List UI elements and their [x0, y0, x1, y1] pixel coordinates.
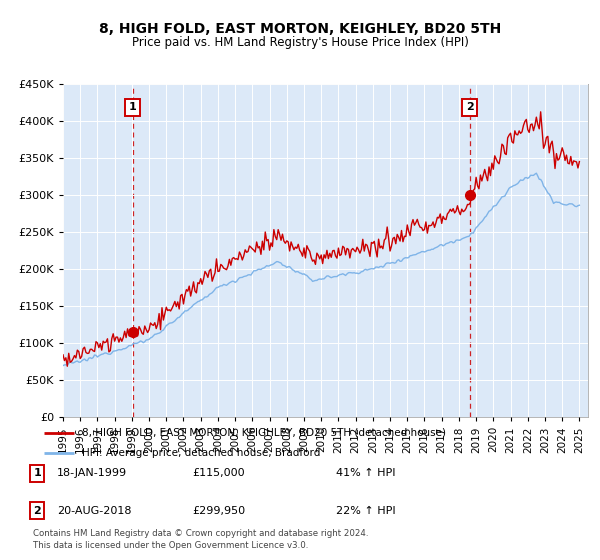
Text: 2: 2	[466, 102, 473, 113]
Text: 2: 2	[34, 506, 41, 516]
Text: £299,950: £299,950	[192, 506, 245, 516]
Text: 41% ↑ HPI: 41% ↑ HPI	[336, 468, 395, 478]
Text: Price paid vs. HM Land Registry's House Price Index (HPI): Price paid vs. HM Land Registry's House …	[131, 36, 469, 49]
Text: 18-JAN-1999: 18-JAN-1999	[57, 468, 127, 478]
Text: 22% ↑ HPI: 22% ↑ HPI	[336, 506, 395, 516]
Text: 8, HIGH FOLD, EAST MORTON, KEIGHLEY, BD20 5TH (detached house): 8, HIGH FOLD, EAST MORTON, KEIGHLEY, BD2…	[82, 428, 446, 437]
Text: 1: 1	[129, 102, 137, 113]
Text: 20-AUG-2018: 20-AUG-2018	[57, 506, 131, 516]
Text: 8, HIGH FOLD, EAST MORTON, KEIGHLEY, BD20 5TH: 8, HIGH FOLD, EAST MORTON, KEIGHLEY, BD2…	[99, 22, 501, 36]
Text: Contains HM Land Registry data © Crown copyright and database right 2024.
This d: Contains HM Land Registry data © Crown c…	[33, 529, 368, 550]
Text: HPI: Average price, detached house, Bradford: HPI: Average price, detached house, Brad…	[82, 448, 320, 458]
Text: £115,000: £115,000	[192, 468, 245, 478]
Text: 1: 1	[34, 468, 41, 478]
